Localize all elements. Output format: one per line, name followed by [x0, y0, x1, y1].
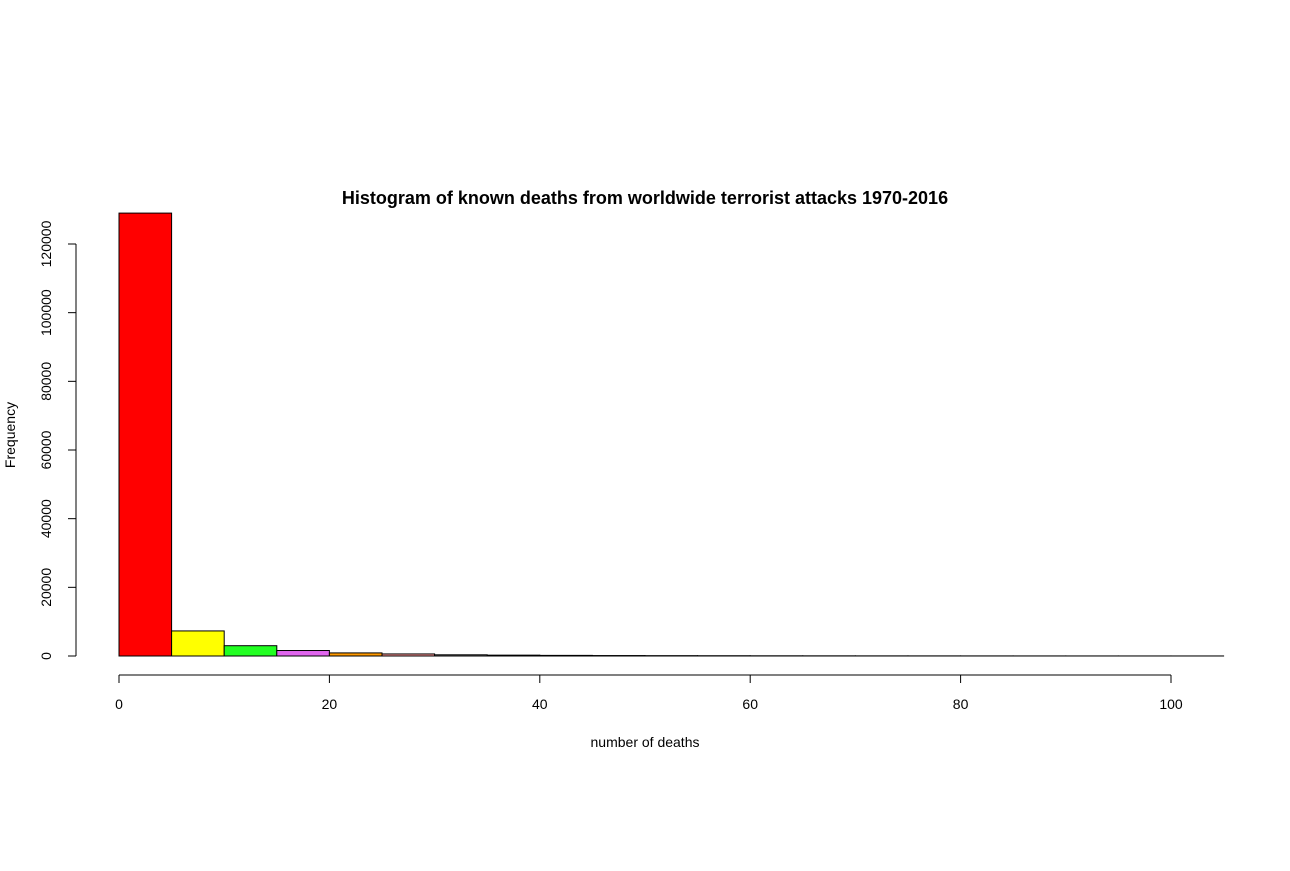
x-tick-label-1: 20 [322, 696, 338, 712]
y-tick-label-5: 100000 [38, 289, 54, 336]
y-tick-label-2: 40000 [38, 499, 54, 538]
histogram-bar-2 [223, 645, 278, 657]
x-axis: 0 20 40 60 80 100 [115, 674, 1183, 712]
bars-group [118, 212, 1225, 657]
histogram-bar-0 [118, 212, 173, 657]
x-tick-label-3: 60 [742, 696, 758, 712]
x-tick-label-2: 40 [532, 696, 548, 712]
x-tick-label-5: 100 [1159, 696, 1183, 712]
y-tick-label-3: 60000 [38, 430, 54, 469]
y-tick-label-4: 80000 [38, 362, 54, 401]
y-tick-label-0: 0 [38, 652, 54, 660]
histogram-bar-3 [276, 650, 330, 657]
x-tick-label-4: 80 [953, 696, 969, 712]
y-axis-label: Frequency [2, 402, 18, 468]
y-axis: 0 20000 40000 60000 80000 100000 120000 [38, 220, 77, 660]
histogram-bar-1 [171, 630, 225, 657]
y-tick-label-1: 20000 [38, 568, 54, 607]
x-axis-label: number of deaths [591, 734, 700, 750]
chart-title: Histogram of known deaths from worldwide… [342, 188, 948, 208]
x-tick-label-0: 0 [115, 696, 123, 712]
y-tick-label-6: 120000 [38, 220, 54, 267]
